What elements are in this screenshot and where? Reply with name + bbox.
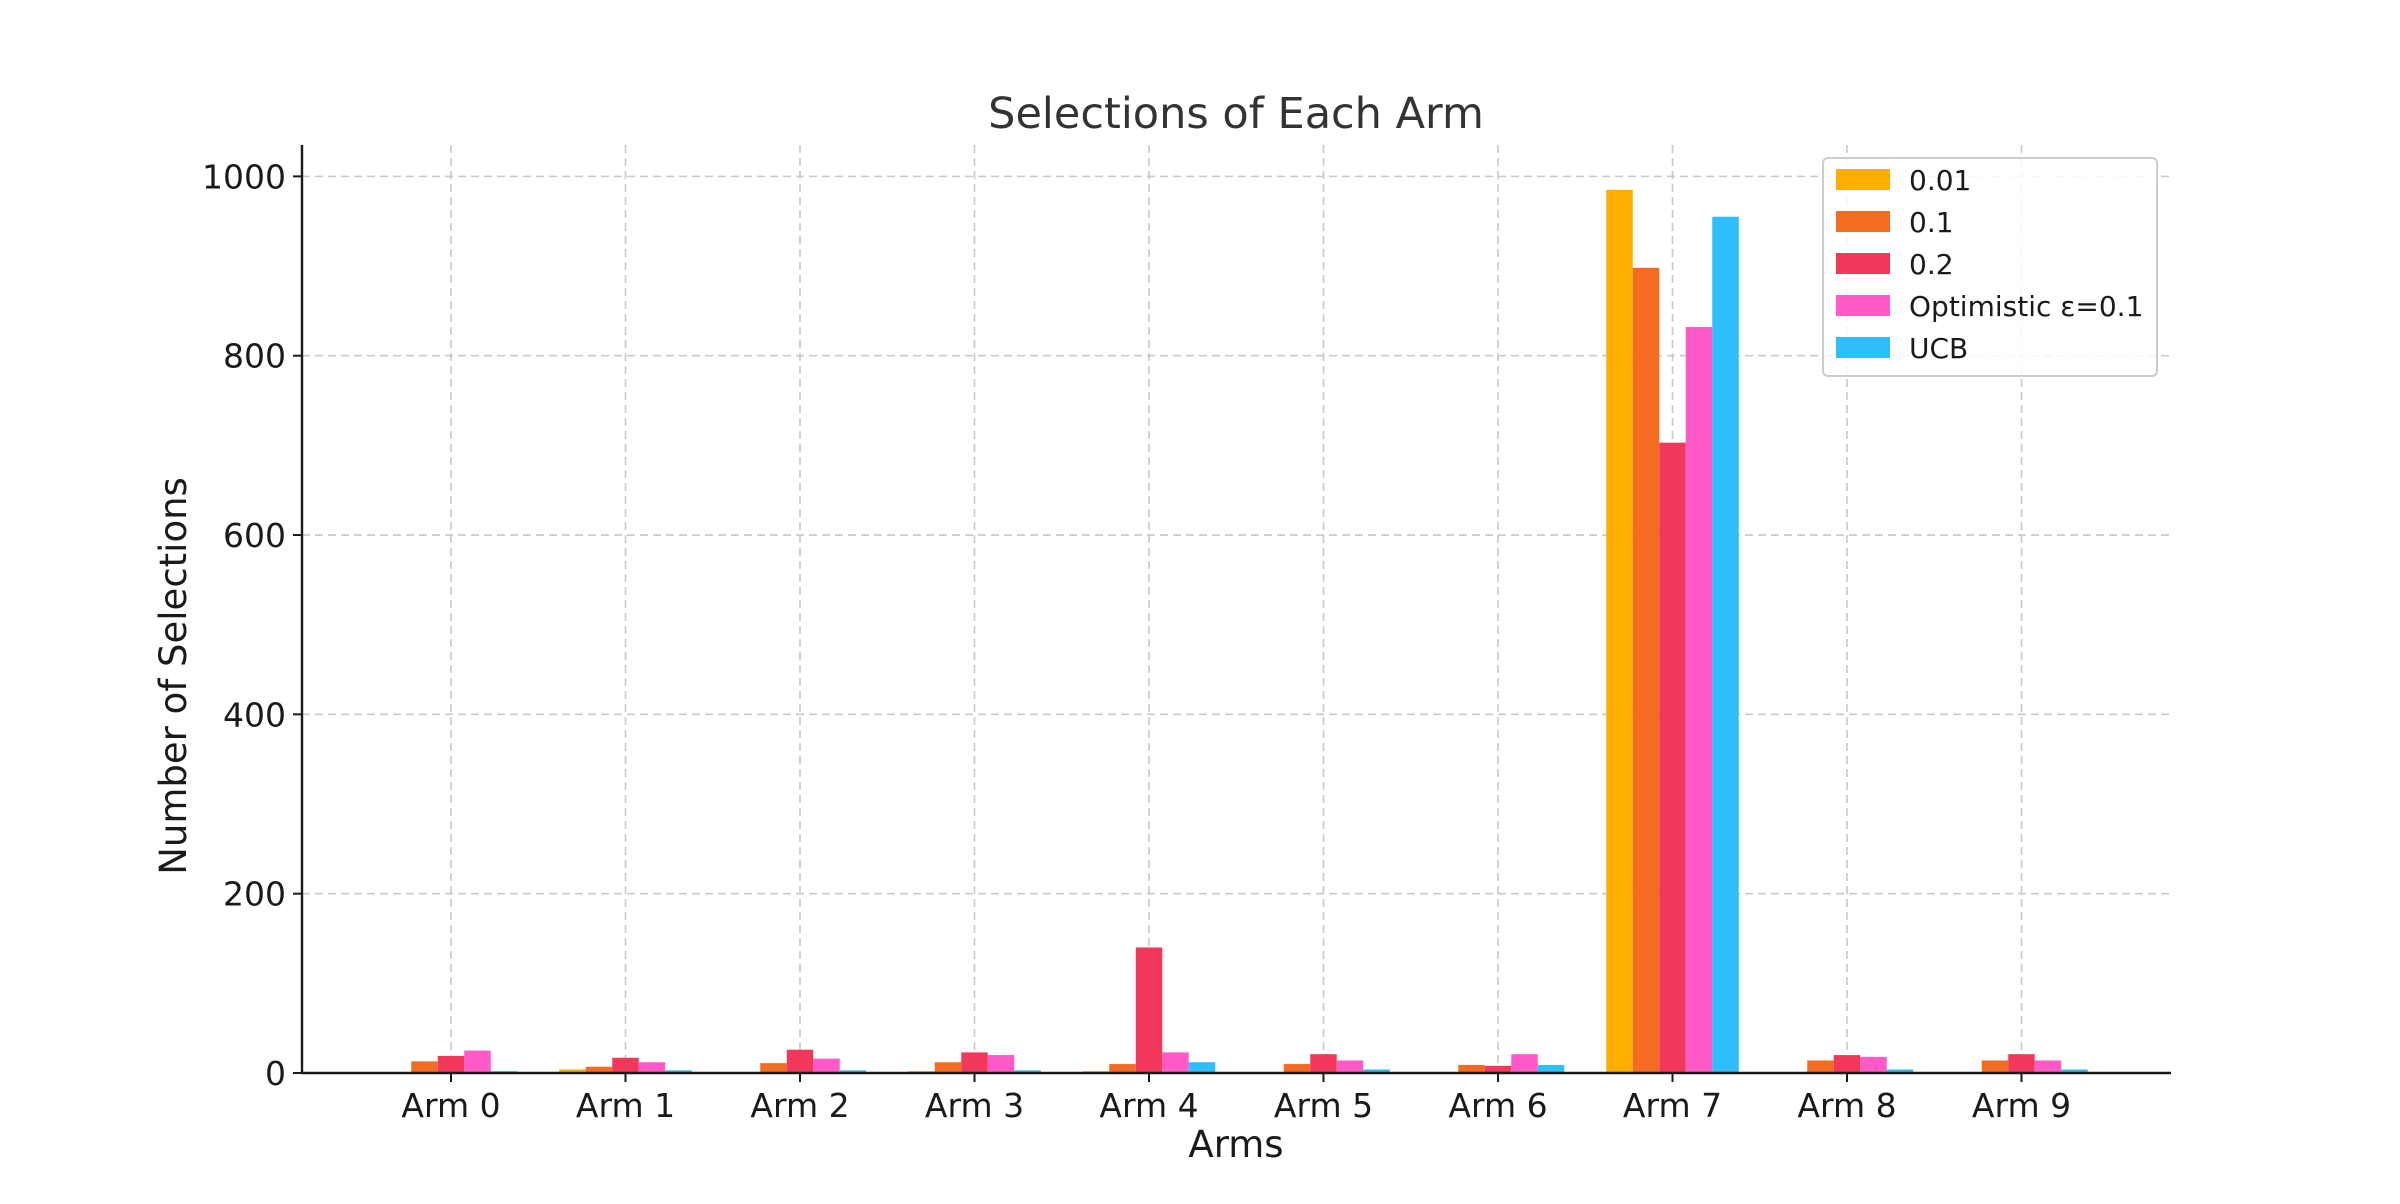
bar	[1188, 1062, 1216, 1073]
bar	[1336, 1060, 1364, 1073]
bar	[839, 1070, 867, 1073]
bar	[1886, 1069, 1914, 1073]
bar	[1981, 1060, 2009, 1073]
y-tick-label: 600	[223, 516, 286, 555]
bar	[813, 1058, 840, 1073]
legend-frame	[1822, 157, 2158, 377]
bar	[638, 1062, 666, 1073]
bar	[934, 1062, 962, 1073]
legend-swatch	[1836, 253, 1890, 274]
x-tick-label: Arm 1	[576, 1086, 675, 1125]
x-tick-label: Arm 9	[1972, 1086, 2071, 1125]
bar	[1537, 1064, 1565, 1073]
bar	[1511, 1054, 1538, 1073]
legend-label: UCB	[1909, 332, 1968, 365]
bar	[2034, 1060, 2062, 1073]
legend-swatch	[1836, 211, 1890, 232]
legend-label: 0.1	[1909, 206, 1954, 239]
bar	[1458, 1064, 1485, 1073]
chart-title: Selections of Each Arm	[988, 89, 1484, 139]
x-tick-label: Arm 3	[925, 1086, 1024, 1125]
bar	[559, 1069, 586, 1073]
legend-label: 0.2	[1909, 248, 1954, 281]
legend-label: 0.01	[1909, 164, 1971, 197]
ticks-layer: 0 200 400 600 800 1000 Arm 0 Arm 1 Arm 2 Arm 3 Arm…	[202, 157, 2071, 1125]
bar	[786, 1049, 814, 1073]
bars-layer	[384, 189, 2088, 1074]
y-tick-label: 1000	[202, 157, 286, 196]
x-tick-label: Arm 5	[1274, 1086, 1373, 1125]
x-tick-label: Arm 2	[750, 1086, 849, 1125]
bar	[1685, 327, 1713, 1073]
bar	[1484, 1065, 1512, 1073]
legend: 0.01 0.1 0.2 Optimistic ε=0.1 UCB	[1822, 157, 2158, 377]
bar	[665, 1070, 692, 1073]
y-tick-label: 0	[265, 1054, 286, 1093]
bar	[961, 1052, 988, 1073]
bar	[987, 1055, 1015, 1073]
bar	[2008, 1054, 2035, 1073]
axes-layer	[300, 145, 2171, 1075]
x-tick-label: Arm 8	[1797, 1086, 1896, 1125]
legend-swatch	[1836, 169, 1890, 190]
bar	[1363, 1069, 1390, 1073]
bar	[1712, 216, 1739, 1073]
bar	[1807, 1060, 1834, 1073]
bar	[437, 1055, 465, 1073]
x-axis-label: Arms	[1188, 1123, 1283, 1166]
bar	[1310, 1054, 1337, 1073]
bar	[1014, 1070, 1041, 1073]
x-tick-label: Arm 7	[1623, 1086, 1722, 1125]
bar	[464, 1050, 491, 1073]
y-tick-label: 200	[223, 875, 286, 914]
bar	[1659, 442, 1686, 1073]
bar	[612, 1057, 639, 1073]
legend-swatch	[1836, 295, 1890, 316]
bar	[2061, 1069, 2088, 1073]
y-tick-label: 400	[223, 695, 286, 734]
bar	[1162, 1052, 1189, 1073]
legend-swatch	[1836, 337, 1890, 358]
bar	[1606, 189, 1633, 1073]
y-tick-label: 800	[223, 337, 286, 376]
y-axis-label: Number of Selections	[152, 477, 195, 875]
x-tick-label: Arm 6	[1448, 1086, 1547, 1125]
bar	[1109, 1064, 1136, 1073]
bar	[1135, 947, 1163, 1073]
bar	[1283, 1064, 1311, 1073]
bar	[1860, 1056, 1887, 1073]
x-tick-label: Arm 4	[1099, 1086, 1198, 1125]
bar	[760, 1063, 787, 1073]
bar	[1833, 1055, 1861, 1073]
legend-label: Optimistic ε=0.1	[1909, 290, 2143, 323]
x-tick-label: Arm 0	[401, 1086, 500, 1125]
bar	[411, 1061, 438, 1073]
bar	[1632, 267, 1660, 1074]
bar	[585, 1066, 613, 1073]
